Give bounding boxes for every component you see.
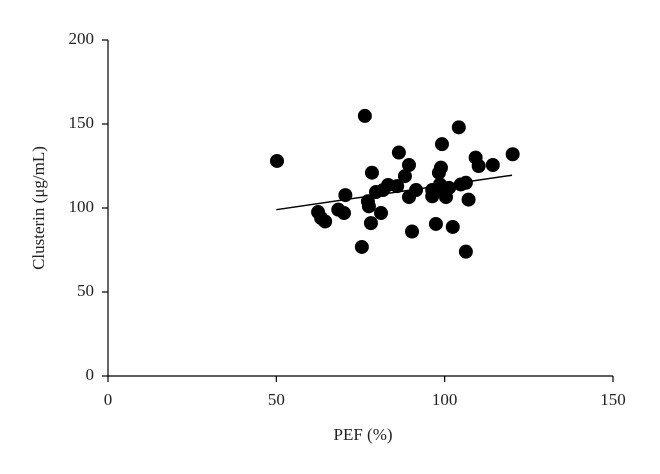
point <box>505 147 520 162</box>
point <box>442 180 457 195</box>
point <box>485 157 500 172</box>
x-tick-label: 100 <box>432 390 458 409</box>
x-axis-title: PEF (%) <box>333 425 392 444</box>
point <box>374 206 389 221</box>
y-tick-label: 200 <box>69 29 95 48</box>
point <box>458 175 473 190</box>
point <box>354 239 369 254</box>
y-tick-label: 0 <box>86 365 95 384</box>
point <box>270 153 285 168</box>
point <box>445 219 460 234</box>
trend-line <box>276 174 513 211</box>
point <box>425 189 440 204</box>
x-tick-label: 50 <box>268 390 285 409</box>
point <box>361 199 376 214</box>
x-tick-label: 0 <box>104 390 113 409</box>
point <box>433 160 448 175</box>
y-tick-label: 150 <box>69 113 95 132</box>
point <box>409 183 424 198</box>
point <box>461 192 476 207</box>
point <box>363 216 378 231</box>
point <box>428 216 443 231</box>
point <box>318 214 333 229</box>
point <box>390 179 405 194</box>
point <box>391 145 406 160</box>
point <box>364 165 379 180</box>
point <box>405 224 420 239</box>
x-tick-label: 150 <box>600 390 626 409</box>
point <box>471 159 486 173</box>
point <box>337 206 352 221</box>
point <box>451 120 466 135</box>
point <box>401 157 416 172</box>
y-tick-label: 50 <box>77 281 94 300</box>
y-tick-label: 100 <box>69 197 95 216</box>
point <box>434 137 449 152</box>
point <box>357 108 372 123</box>
point <box>458 244 473 259</box>
point <box>397 169 412 184</box>
y-axis-title: Clusterin (μg/mL) <box>29 146 48 270</box>
